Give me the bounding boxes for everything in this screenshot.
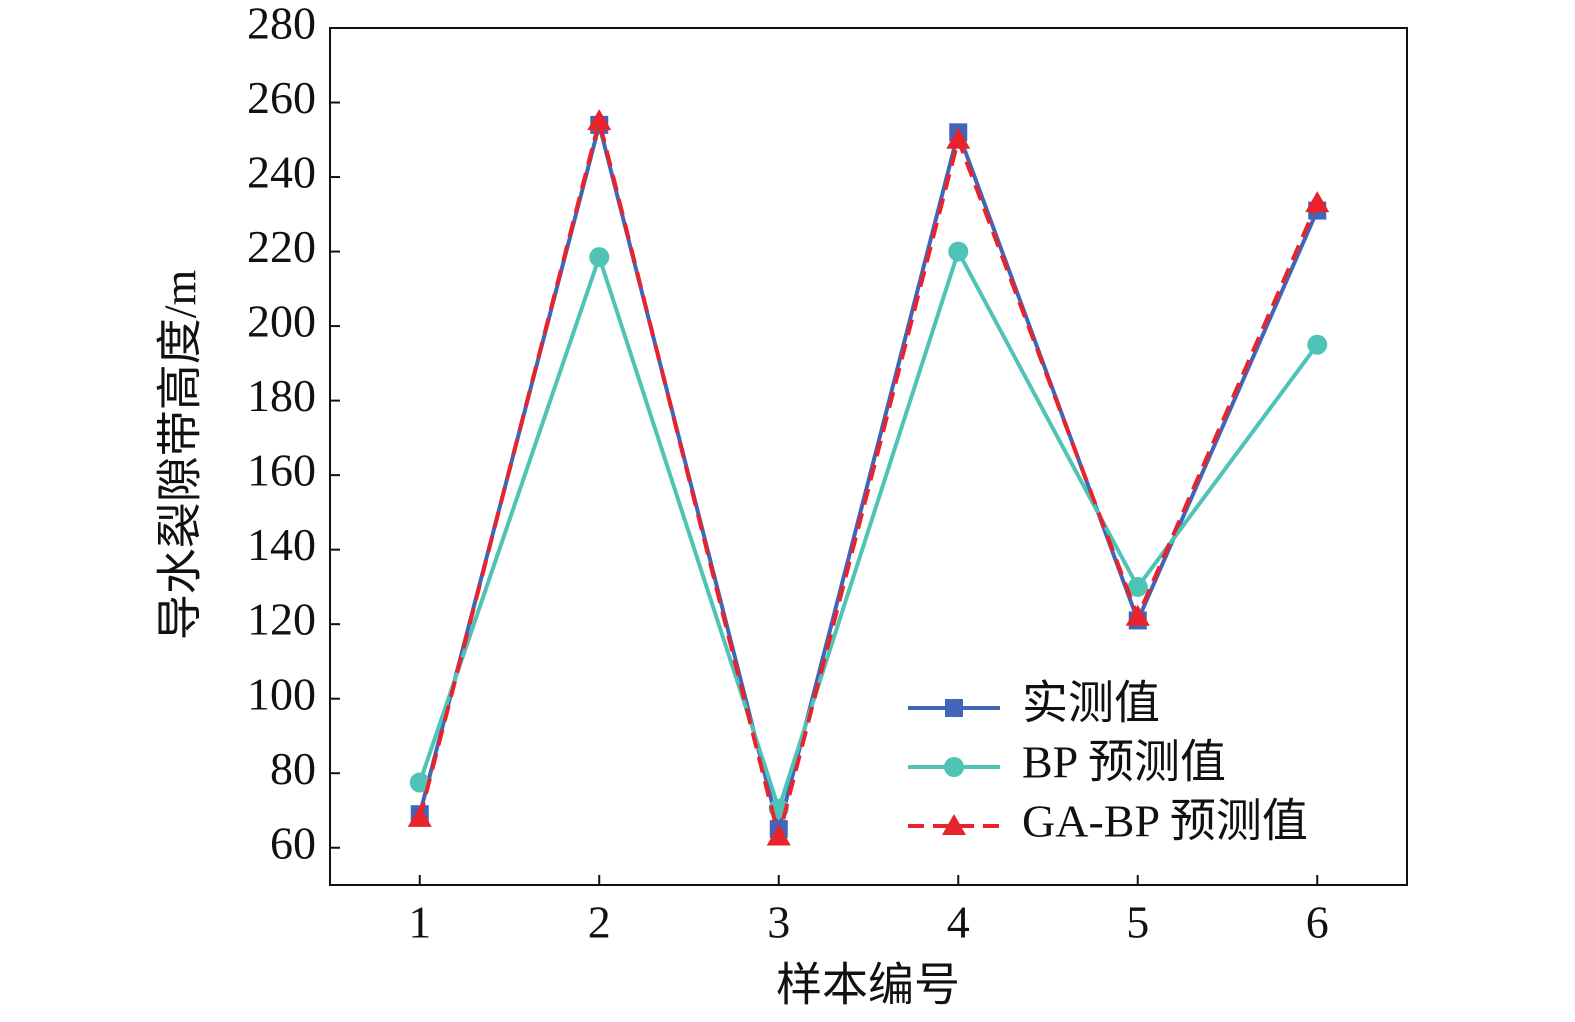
legend-label: BP 预测值	[1022, 737, 1226, 788]
marker	[589, 247, 610, 268]
marker	[766, 824, 791, 846]
y-tick-label: 140	[247, 519, 316, 570]
marker	[409, 772, 430, 793]
x-tick-label: 3	[767, 897, 790, 948]
legend-label: 实测值	[1022, 678, 1160, 729]
x-tick-label: 2	[588, 897, 611, 948]
y-tick-label: 200	[247, 296, 316, 347]
y-tick-label: 280	[247, 0, 316, 49]
marker	[948, 241, 969, 262]
y-axis-label: 导水裂隙带高度/m	[155, 270, 206, 641]
marker	[946, 127, 971, 149]
x-tick-label: 1	[408, 897, 431, 948]
y-tick-label: 100	[247, 668, 316, 719]
marker	[587, 109, 612, 131]
marker	[944, 757, 964, 777]
plot-frame	[329, 27, 1408, 886]
marker	[1125, 604, 1150, 626]
y-tick-label: 60	[270, 817, 316, 868]
y-tick-label: 120	[247, 594, 316, 645]
y-tick-label: 240	[247, 147, 316, 198]
series-line	[417, 246, 1319, 816]
y-tick-label: 80	[270, 743, 316, 794]
marker	[945, 699, 963, 717]
marker	[1307, 334, 1328, 355]
marker	[942, 814, 966, 835]
marker	[407, 805, 432, 827]
legend-label: GA-BP 预测值	[1022, 796, 1308, 847]
x-axis-label: 样本编号	[776, 960, 960, 1011]
series-line	[417, 124, 1320, 830]
marker	[1305, 191, 1330, 213]
series-line	[417, 120, 1320, 838]
y-tick-label: 260	[247, 72, 316, 123]
x-tick-label: 6	[1306, 897, 1329, 948]
x-tick-label: 4	[947, 897, 970, 948]
y-tick-label: 220	[247, 221, 316, 272]
y-tick-label: 160	[247, 445, 316, 496]
y-tick-label: 180	[247, 370, 316, 421]
x-tick-label: 5	[1126, 897, 1149, 948]
marker	[1127, 576, 1148, 597]
